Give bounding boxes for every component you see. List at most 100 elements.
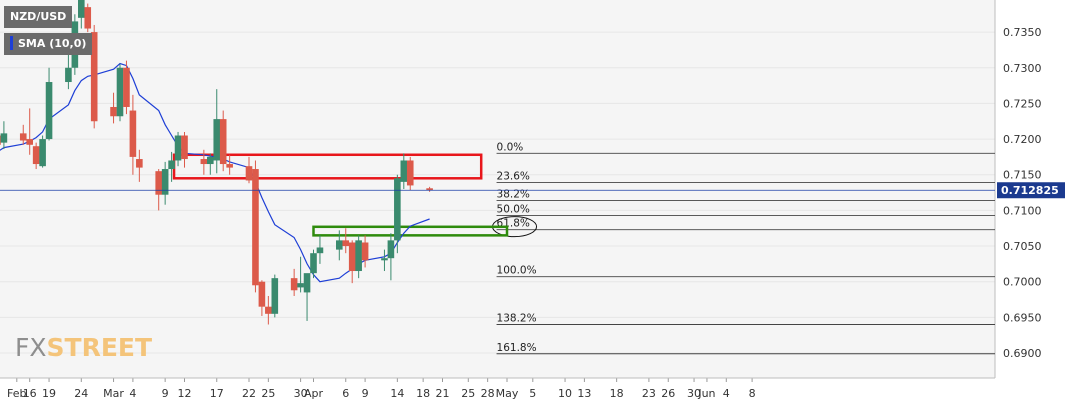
candle-body: [336, 240, 343, 250]
x-tick-label: 4: [129, 387, 136, 400]
candle: [116, 64, 124, 122]
x-tick-label: Jun: [697, 387, 715, 400]
x-tick-label: 12: [178, 387, 192, 400]
candle-body: [78, 0, 85, 18]
fib-level-label: 23.6%: [497, 171, 530, 183]
x-tick-label: 25: [461, 387, 475, 400]
candle-body: [200, 159, 208, 165]
candle-body: [65, 67, 72, 83]
candle: [258, 280, 266, 316]
candle: [252, 160, 259, 293]
candle: [406, 156, 414, 191]
x-tick-label: 22: [242, 387, 256, 400]
candle-body: [32, 146, 40, 165]
candle-body: [213, 119, 221, 161]
candle: [174, 131, 182, 167]
current-price-label: 0.712825: [1001, 184, 1059, 197]
candle: [181, 131, 188, 168]
x-tick-label: 8: [749, 387, 756, 400]
x-tick-label: 21: [436, 387, 450, 400]
fib-level-label: 161.8%: [497, 342, 537, 354]
candle: [245, 156, 253, 184]
candle-body: [265, 306, 272, 314]
y-tick-label: 0.7100: [1003, 204, 1042, 217]
candle: [136, 149, 143, 182]
x-tick-label: 9: [162, 387, 169, 400]
y-tick-label: 0.6950: [1003, 311, 1042, 324]
y-tick-label: 0.7150: [1003, 169, 1042, 182]
candle: [310, 249, 317, 279]
candle: [361, 235, 369, 268]
candle-body: [348, 242, 356, 272]
candle: [271, 274, 279, 318]
symbol-legend[interactable]: NZD/USD: [4, 6, 73, 28]
x-tick-label: Apr: [304, 387, 324, 400]
fib-level-label: 138.2%: [497, 313, 537, 325]
candle-body: [245, 166, 253, 181]
sma-color-swatch: [10, 36, 13, 50]
x-tick-label: 23: [642, 387, 656, 400]
candle-body: [181, 135, 188, 160]
candle: [387, 233, 395, 281]
candle: [19, 124, 27, 145]
candle: [297, 256, 304, 293]
candle-body: [207, 156, 214, 165]
x-tick-label: Feb: [7, 387, 26, 400]
candle-body: [406, 160, 414, 186]
candle: [39, 135, 46, 168]
candle-body: [252, 169, 259, 286]
candle-body: [297, 283, 304, 288]
candle-body: [161, 169, 169, 195]
candle: [394, 174, 401, 254]
candle: [129, 94, 137, 175]
candle-body: [45, 82, 53, 140]
candle: [316, 235, 324, 264]
candle-body: [394, 178, 401, 241]
candle: [168, 151, 175, 182]
indicator-legend[interactable]: SMA (10,0): [4, 33, 93, 55]
candle-body: [90, 32, 98, 122]
y-tick-label: 0.7300: [1003, 62, 1042, 75]
x-tick-label: 5: [529, 387, 536, 400]
candle: [90, 24, 98, 129]
candle: [348, 240, 356, 284]
candle: [226, 154, 233, 175]
x-tick-label: 18: [416, 387, 430, 400]
fib-level-label: 50.0%: [497, 203, 530, 215]
y-tick-label: 0.7000: [1003, 276, 1042, 289]
x-tick-label: 16: [23, 387, 37, 400]
candle-body: [39, 139, 46, 167]
x-tick-label: 19: [42, 387, 56, 400]
candle: [336, 230, 343, 261]
symbol-label: NZD/USD: [10, 10, 67, 23]
candle: [123, 60, 130, 115]
candle-body: [116, 67, 124, 117]
candle: [0, 121, 8, 150]
candle-body: [355, 240, 362, 272]
candle-body: [226, 164, 233, 168]
candle: [207, 153, 214, 175]
x-tick-label: 14: [390, 387, 404, 400]
x-tick-label: 10: [558, 387, 572, 400]
y-tick-label: 0.7050: [1003, 240, 1042, 253]
candle: [213, 89, 221, 174]
candle-body: [168, 160, 175, 170]
y-tick-label: 0.7350: [1003, 26, 1042, 39]
candle: [78, 0, 85, 29]
x-tick-label: May: [496, 387, 519, 400]
x-tick-label: 30: [294, 387, 308, 400]
candle: [200, 149, 208, 175]
x-tick-label: 18: [610, 387, 624, 400]
x-tick-label: 25: [261, 387, 275, 400]
x-tick-label: 9: [362, 387, 369, 400]
fxstreet-logo: FXSTREET: [15, 333, 152, 362]
candle-body: [387, 240, 395, 259]
candle-body: [426, 188, 433, 191]
candle-body: [19, 133, 27, 141]
logo-street: STREET: [46, 333, 153, 362]
y-tick-label: 0.6900: [1003, 347, 1042, 360]
candle-body: [258, 281, 266, 307]
candle-body: [219, 119, 227, 165]
